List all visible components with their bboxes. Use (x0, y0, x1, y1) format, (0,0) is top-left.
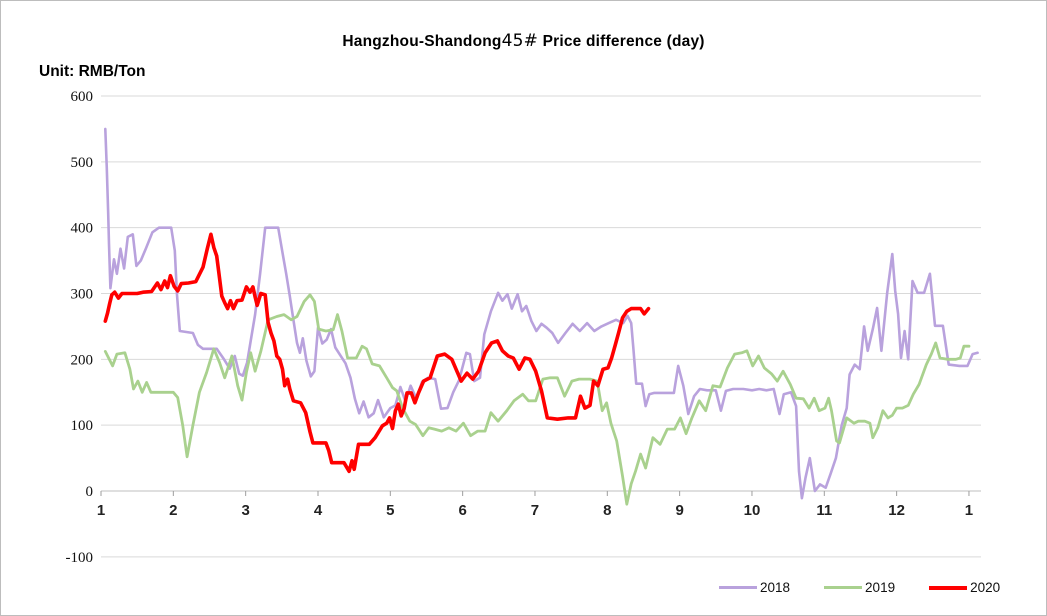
chart-title-prefix: Hangzhou-Shandong (342, 33, 502, 50)
series-2020-line (103, 232, 651, 474)
x-tick-label: 2 (169, 502, 177, 519)
x-tick-label: 10 (744, 502, 761, 519)
y-tick-label: 100 (71, 418, 94, 434)
y-tick-label: 200 (71, 352, 94, 368)
y-tick-label: 600 (71, 89, 94, 105)
y-tick-label: 500 (71, 155, 94, 171)
legend-label: 2019 (865, 580, 896, 595)
legend-item-2018: 2018 (719, 580, 790, 595)
series-2019-line (103, 293, 971, 506)
x-tick-label: 9 (675, 502, 683, 519)
legend-label: 2020 (970, 580, 1001, 595)
legend-label: 2018 (760, 580, 791, 595)
chart-title: Hangzhou-Shandong45# Price difference (d… (1, 31, 1046, 51)
x-tick-label: 5 (386, 502, 394, 519)
legend-line-swatch-2019 (824, 586, 863, 589)
x-tick-label: 1 (965, 502, 973, 519)
x-tick-label: 1 (97, 502, 105, 519)
x-tick-label: 4 (314, 502, 323, 519)
y-tick-label: 0 (86, 484, 94, 500)
x-tick-label: 8 (603, 502, 611, 519)
y-tick-label: -100 (66, 550, 94, 566)
y-tick-label: 400 (71, 221, 94, 237)
chart-title-suffix: Price difference (day) (538, 33, 705, 50)
x-tick-label: 6 (458, 502, 466, 519)
legend-line-swatch-2018 (719, 586, 757, 589)
series-2018-line (104, 127, 979, 500)
x-tick-label: 12 (888, 502, 905, 519)
legend-line-swatch-2020 (929, 585, 968, 590)
chart-legend: 2018 2019 2020 (719, 580, 1000, 595)
y-axis-unit-label: Unit: RMB/Ton (39, 63, 146, 80)
x-tick-label: 3 (241, 502, 249, 519)
legend-item-2020: 2020 (929, 580, 1000, 595)
chart-title-grade: 45# (501, 31, 539, 51)
x-tick-label: 11 (816, 502, 832, 519)
y-tick-label: 300 (71, 287, 94, 303)
x-tick-label: 7 (531, 502, 539, 519)
legend-item-2019: 2019 (824, 580, 895, 595)
